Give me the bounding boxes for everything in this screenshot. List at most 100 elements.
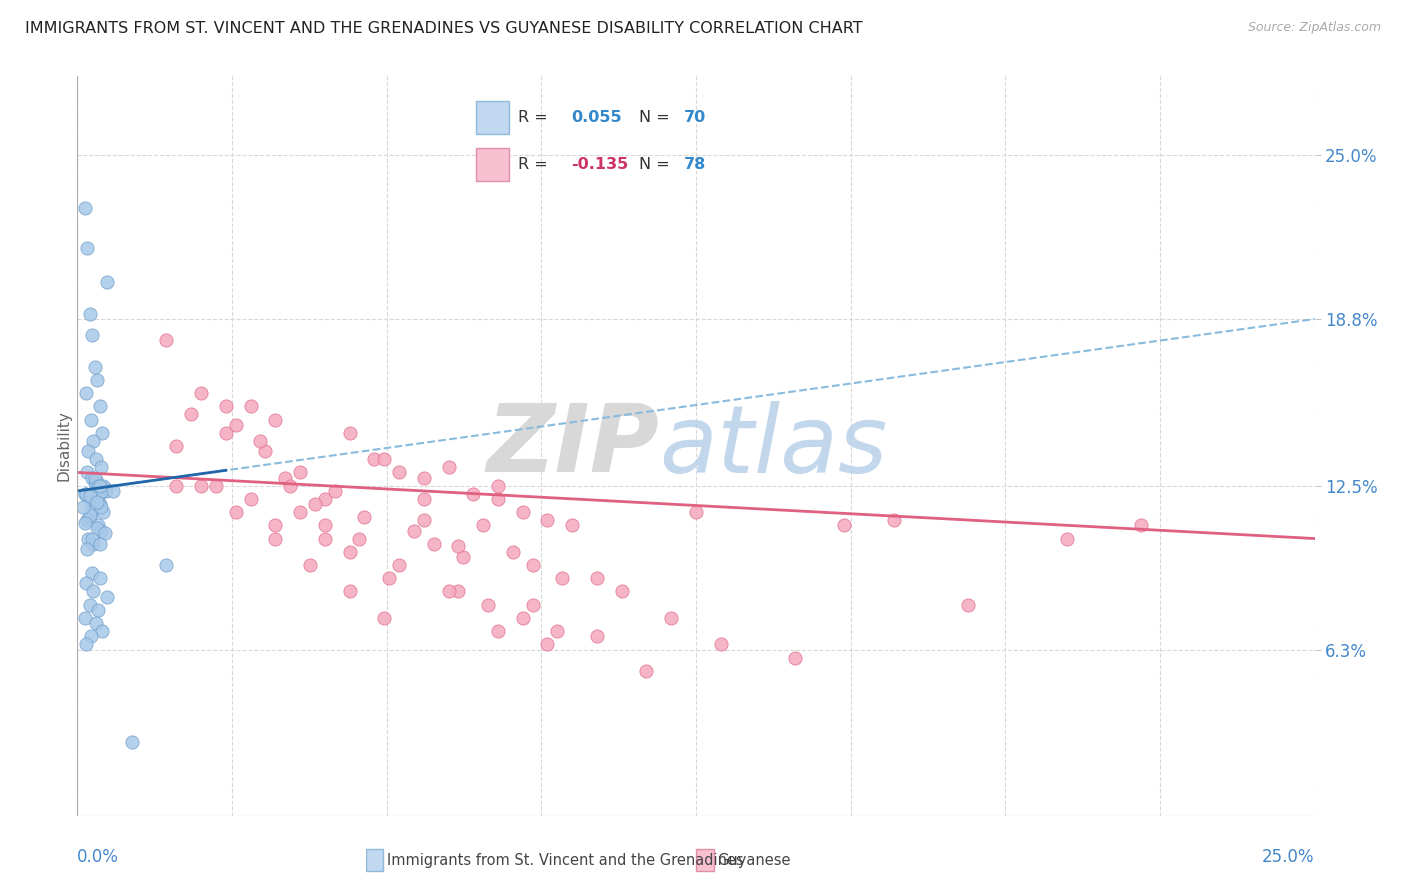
Point [77, 444, 100, 458]
Text: Immigrants from St. Vincent and the Grenadines: Immigrants from St. Vincent and the Gren… [387, 853, 744, 868]
Point [353, 510, 375, 524]
Bar [696, 849, 714, 871]
Point [486, 491, 509, 506]
Point [82, 328, 104, 343]
Point [75, 576, 97, 591]
Point [586, 629, 609, 643]
Point [834, 518, 856, 533]
Text: Guyanese: Guyanese [717, 853, 790, 868]
Point [79, 508, 101, 522]
Point [512, 505, 534, 519]
Point [82, 532, 104, 546]
Point [586, 571, 609, 585]
Point [957, 598, 980, 612]
Point [349, 532, 371, 546]
Point [239, 400, 262, 414]
Point [80, 494, 103, 508]
Point [477, 598, 499, 612]
Point [94, 483, 117, 498]
Point [80, 412, 103, 426]
Point [373, 611, 395, 625]
Point [512, 611, 534, 625]
Point [437, 584, 460, 599]
Point [72, 500, 94, 514]
Point [339, 584, 361, 599]
Point [73, 201, 96, 215]
Point [84, 452, 107, 467]
Point [314, 532, 336, 546]
Point [82, 537, 104, 551]
Point [91, 425, 114, 440]
Point [254, 444, 277, 458]
Point [86, 373, 108, 387]
Point [502, 545, 524, 559]
Point [264, 412, 287, 426]
Point [90, 460, 112, 475]
Point [225, 417, 247, 432]
Point [84, 474, 107, 488]
Point [437, 460, 460, 475]
Point [373, 452, 395, 467]
Point [249, 434, 271, 448]
Point [75, 486, 97, 500]
Point [87, 489, 110, 503]
Point [264, 532, 287, 546]
Point [412, 471, 434, 485]
Point [447, 540, 470, 554]
Point [239, 491, 262, 506]
Point [73, 516, 96, 530]
Point [83, 491, 105, 506]
Point [76, 466, 98, 480]
Point [121, 735, 143, 749]
Point [298, 558, 321, 572]
Point [79, 510, 101, 524]
Point [288, 466, 311, 480]
Y-axis label: Disability: Disability [56, 410, 72, 482]
Point [73, 611, 96, 625]
Point [274, 471, 297, 485]
Point [710, 637, 733, 651]
Point [86, 476, 108, 491]
Point [412, 513, 434, 527]
Point [77, 532, 100, 546]
Point [225, 505, 247, 519]
Point [165, 439, 187, 453]
Point [73, 486, 96, 500]
Point [79, 489, 101, 503]
Point [165, 478, 187, 492]
Point [82, 471, 104, 485]
Point [87, 478, 110, 492]
Point [323, 483, 346, 498]
Point [84, 616, 107, 631]
Point [378, 571, 401, 585]
Text: atlas: atlas [659, 401, 887, 491]
Point [486, 624, 509, 639]
Point [89, 400, 111, 414]
Point [84, 497, 107, 511]
Point [79, 598, 101, 612]
Point [264, 518, 287, 533]
Point [190, 386, 212, 401]
Point [215, 400, 238, 414]
Point [453, 549, 475, 565]
Point [75, 637, 97, 651]
Point [89, 571, 111, 585]
Text: 0.0%: 0.0% [77, 848, 120, 866]
Point [388, 558, 411, 572]
Point [314, 518, 336, 533]
Point [339, 425, 361, 440]
Point [91, 478, 114, 492]
Point [205, 478, 228, 492]
Point [610, 584, 633, 599]
Point [472, 518, 495, 533]
Point [659, 611, 682, 625]
Point [82, 434, 104, 448]
Point [96, 590, 118, 604]
Point [76, 542, 98, 557]
Point [551, 571, 574, 585]
Point [93, 481, 115, 495]
Point [363, 452, 385, 467]
Point [1130, 518, 1153, 533]
Point [87, 478, 110, 492]
Point [89, 537, 111, 551]
